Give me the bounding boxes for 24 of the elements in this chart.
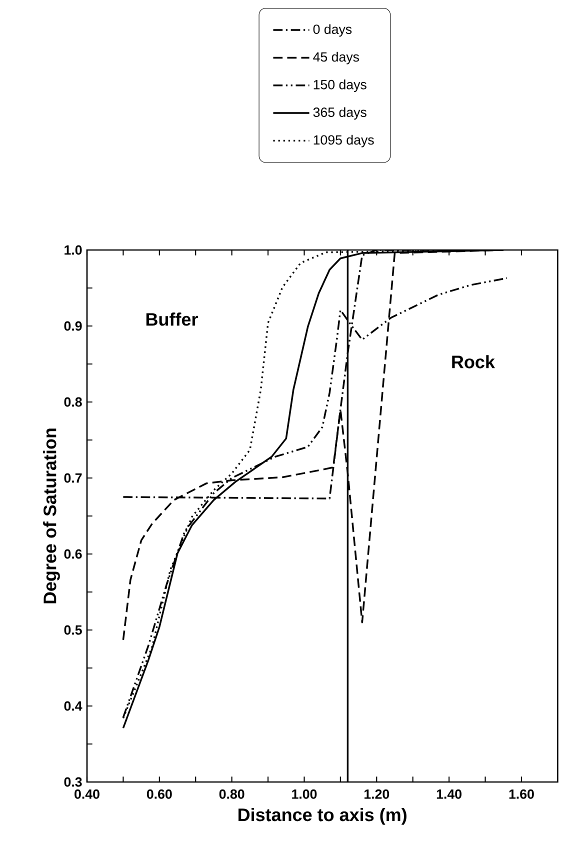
- legend-label: 1095 days: [314, 134, 374, 148]
- legend-label: 150 days: [314, 80, 366, 92]
- y-tick-label: 0.9: [64, 321, 82, 331]
- x-tick-label: 1.40: [436, 789, 462, 799]
- y-tick-label: 1.0: [64, 245, 82, 255]
- y-tick-label: 0.3: [64, 777, 82, 787]
- x-tick-label: 0.60: [146, 789, 172, 799]
- y-tick-label: 0.8: [64, 397, 82, 407]
- y-tick-label: 0.5: [64, 625, 82, 635]
- x-tick-label: 1.60: [509, 789, 534, 799]
- x-tick-label: 0.80: [219, 789, 244, 799]
- x-tick-label: 0.40: [74, 789, 100, 799]
- annotation: Rock: [452, 355, 495, 368]
- legend-label: 45 days: [313, 52, 360, 64]
- x-axis-title: Distance to axis (m): [238, 808, 406, 825]
- y-tick-label: 0.7: [64, 473, 82, 483]
- y-axis-title: Degree of Saturation: [43, 428, 60, 604]
- legend-label: 0 days: [313, 24, 352, 37]
- y-tick-label: 0.6: [64, 549, 82, 559]
- x-tick-label: 1.00: [292, 789, 317, 799]
- legend-label: 365 days: [313, 107, 366, 120]
- y-tick-label: 0.4: [64, 701, 82, 711]
- x-tick-label: 1.20: [364, 789, 390, 799]
- annotation: Buffer: [146, 312, 198, 326]
